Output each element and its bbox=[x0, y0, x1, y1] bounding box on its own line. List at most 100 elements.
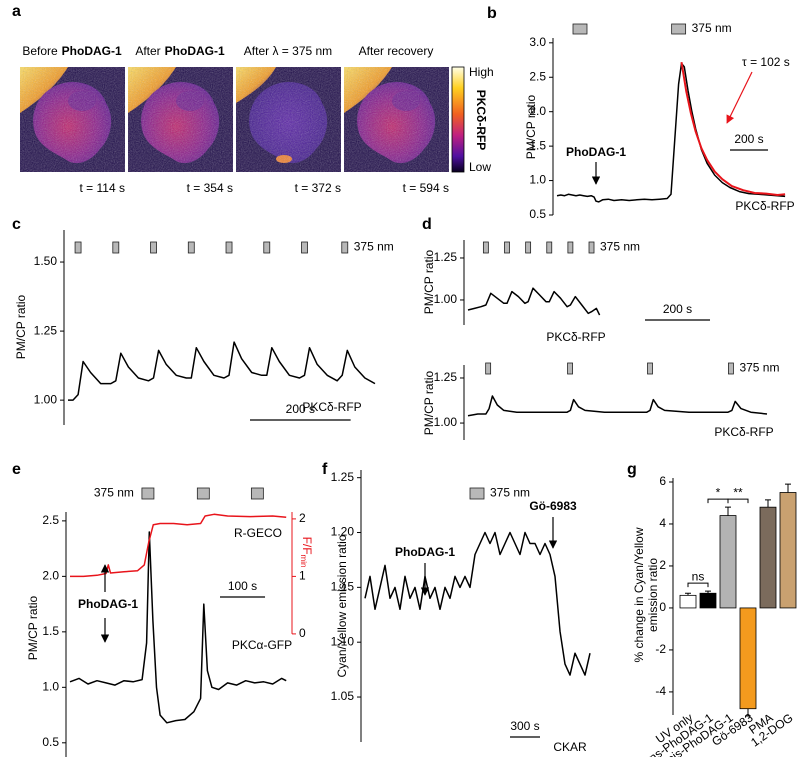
image-time: t = 114 s bbox=[80, 181, 125, 195]
y-tick-label: 1.20 bbox=[331, 525, 355, 539]
y2-tick-label: 2 bbox=[299, 511, 306, 525]
uv-pulse-label: 375 nm bbox=[739, 361, 779, 375]
y-axis-label: PM/CP ratio bbox=[524, 94, 538, 159]
error-bar bbox=[785, 483, 791, 493]
trace bbox=[364, 531, 591, 676]
trace bbox=[70, 513, 287, 578]
image-time: t = 354 s bbox=[187, 181, 233, 195]
uv-pulse bbox=[588, 241, 595, 254]
y-tick-label: 1.0 bbox=[42, 679, 59, 693]
scale-bar-label: 100 s bbox=[228, 579, 257, 593]
y-tick-label: -4 bbox=[655, 684, 666, 698]
uv-pulse-label: 375 nm bbox=[354, 240, 394, 254]
image-title-text: After bbox=[135, 44, 160, 58]
uv-pulse bbox=[572, 23, 588, 35]
y-tick-label: 2.0 bbox=[42, 569, 59, 583]
uv-pulse bbox=[567, 241, 574, 254]
uv-pulse bbox=[647, 362, 653, 375]
uv-pulse bbox=[225, 241, 233, 254]
annotation: τ = 102 s bbox=[742, 55, 790, 69]
y-tick-label: 1.25 bbox=[331, 470, 355, 484]
y-tick-label: 1.50 bbox=[34, 254, 58, 268]
bar bbox=[719, 515, 737, 609]
trace bbox=[680, 61, 786, 196]
trace-label: PKCα-GFP bbox=[232, 638, 292, 652]
uv-pulse bbox=[567, 362, 573, 375]
panel-label: g bbox=[627, 461, 637, 478]
panel-label: a bbox=[12, 3, 21, 20]
y2-axis-label-main: F/F bbox=[300, 537, 314, 555]
image-title-bold: PhoDAG-1 bbox=[165, 44, 225, 58]
y-tick-label: 2.5 bbox=[529, 69, 546, 83]
y-tick-label: 1.00 bbox=[34, 392, 58, 406]
y-tick-label: 1.5 bbox=[42, 624, 59, 638]
y-tick-label: 6 bbox=[659, 474, 666, 488]
image-title-text: Before bbox=[22, 44, 58, 58]
significance-bracket bbox=[727, 498, 749, 504]
y-tick-label: 0.5 bbox=[529, 207, 546, 221]
error-bar bbox=[765, 499, 771, 508]
error-bar bbox=[685, 592, 691, 596]
trace bbox=[467, 395, 768, 417]
y-tick-label: 0.5 bbox=[42, 735, 59, 749]
uv-pulse-label: 375 nm bbox=[94, 486, 134, 500]
annotation-arrow bbox=[726, 71, 753, 124]
significance-label: ** bbox=[733, 485, 743, 499]
uv-pulse bbox=[546, 241, 553, 254]
uv-pulse bbox=[150, 241, 157, 254]
image-title: After recovery bbox=[359, 44, 434, 58]
bar bbox=[759, 506, 777, 609]
y-tick-label: 3.0 bbox=[529, 35, 546, 49]
y-axis-label: PM/CP ratio bbox=[26, 595, 40, 660]
uv-pulse-label: 375 nm bbox=[692, 21, 732, 35]
significance-bracket bbox=[687, 582, 709, 588]
y-axis-label: Cyan/Yellow emission ratio bbox=[335, 534, 349, 677]
panel-label: d bbox=[422, 216, 432, 233]
trace bbox=[68, 341, 376, 401]
uv-pulse-label: 375 nm bbox=[490, 486, 530, 500]
y-axis-label: PM/CP ratio bbox=[14, 294, 28, 359]
annotation: Gö-6983 bbox=[529, 499, 577, 513]
trace-label: PKCδ-RFP bbox=[714, 425, 773, 439]
uv-pulse bbox=[469, 487, 485, 500]
image-title: After λ = 375 nm bbox=[244, 44, 332, 58]
y-tick-label: 1.25 bbox=[434, 370, 458, 384]
y-tick-label: 2 bbox=[659, 558, 666, 572]
uv-pulse bbox=[485, 362, 492, 375]
micrograph bbox=[344, 67, 449, 172]
micrograph bbox=[20, 67, 125, 172]
uv-pulse bbox=[263, 241, 271, 254]
uv-pulse bbox=[301, 241, 308, 254]
bar bbox=[679, 594, 697, 609]
y-tick-label: 2.0 bbox=[529, 104, 546, 118]
uv-pulse bbox=[141, 487, 155, 500]
uv-pulse bbox=[250, 487, 264, 500]
y2-tick-label: 0 bbox=[299, 626, 306, 640]
uv-pulse bbox=[196, 487, 210, 500]
uv-pulse bbox=[728, 362, 734, 375]
error-bar bbox=[725, 506, 731, 516]
micrograph bbox=[236, 67, 341, 172]
panel-label: f bbox=[322, 461, 328, 478]
bar bbox=[699, 592, 717, 609]
trace bbox=[467, 287, 601, 316]
micrograph bbox=[128, 67, 233, 172]
annotation: PhoDAG-1 bbox=[566, 145, 626, 159]
y-axis-label: PM/CP ratio bbox=[422, 370, 436, 435]
y-tick-label: 1.0 bbox=[529, 173, 546, 187]
error-bar bbox=[705, 590, 711, 594]
y-tick-label: 0 bbox=[659, 600, 666, 614]
image-title-bold: PhoDAG-1 bbox=[62, 44, 122, 58]
image-time: t = 594 s bbox=[403, 181, 449, 195]
uv-pulse bbox=[671, 23, 687, 35]
scale-bar-label: 200 s bbox=[734, 132, 763, 146]
annotation: PhoDAG-1 bbox=[78, 597, 138, 611]
y2-tick-label: 1 bbox=[299, 569, 306, 583]
trace bbox=[69, 531, 287, 724]
y-tick-label: 1.15 bbox=[331, 580, 355, 594]
uv-pulse bbox=[187, 241, 195, 254]
significance-label: ns bbox=[692, 569, 705, 583]
image-title: Before PhoDAG-1 bbox=[22, 44, 122, 58]
y-axis-label: PM/CP ratio bbox=[422, 249, 436, 314]
panel-label: c bbox=[12, 216, 21, 233]
